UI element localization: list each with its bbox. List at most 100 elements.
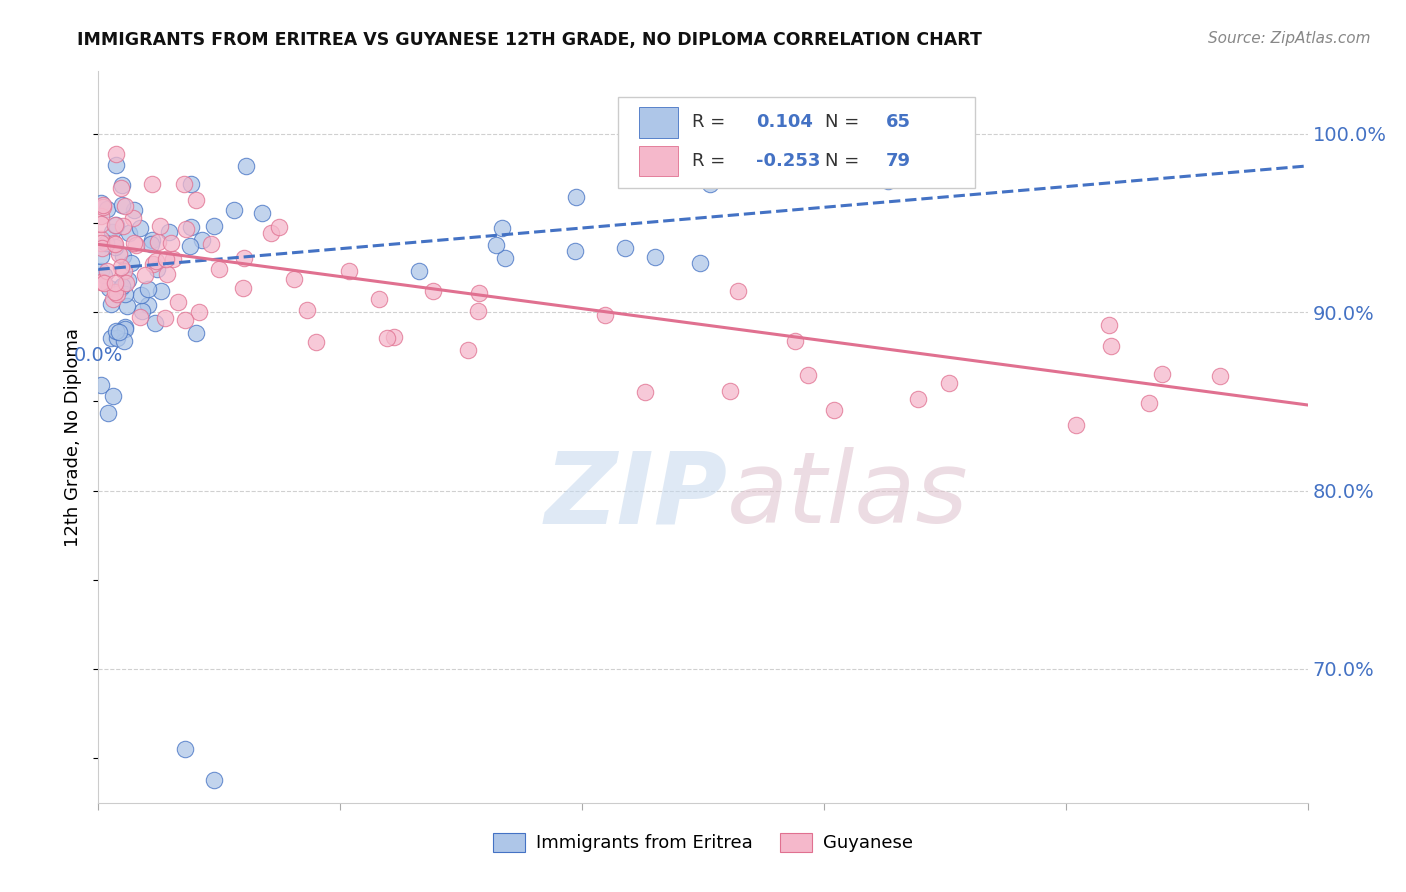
Text: 0.104: 0.104	[756, 113, 813, 131]
Point	[104, 240, 127, 254]
Point	[167, 294, 190, 309]
Point	[96, 202, 118, 216]
Point	[727, 284, 749, 298]
Point	[679, 132, 702, 146]
Point	[188, 305, 211, 319]
Point	[94, 235, 117, 250]
Point	[90, 209, 112, 223]
Point	[382, 330, 405, 344]
Point	[90, 264, 112, 278]
Point	[145, 254, 167, 268]
Text: R =: R =	[692, 113, 731, 131]
Point	[110, 260, 132, 275]
Point	[174, 222, 197, 236]
Point	[295, 303, 318, 318]
Point	[114, 321, 136, 335]
Point	[235, 159, 257, 173]
Point	[122, 203, 145, 218]
Point	[100, 330, 122, 344]
FancyBboxPatch shape	[638, 145, 678, 177]
Point	[1209, 369, 1232, 384]
Point	[595, 308, 617, 322]
Point	[117, 273, 139, 287]
Point	[156, 267, 179, 281]
Point	[134, 268, 156, 282]
Point	[105, 324, 128, 338]
Point	[304, 334, 326, 349]
Point	[142, 257, 165, 271]
Point	[564, 244, 586, 259]
Point	[233, 251, 256, 265]
Point	[180, 177, 202, 191]
Point	[111, 249, 134, 263]
Point	[150, 284, 173, 298]
Point	[153, 311, 176, 326]
Point	[115, 277, 138, 291]
Text: N =: N =	[825, 152, 865, 170]
Point	[162, 252, 184, 266]
Point	[408, 264, 430, 278]
Point	[938, 376, 960, 391]
Point	[468, 285, 491, 300]
Point	[112, 219, 135, 233]
Point	[422, 284, 444, 298]
Point	[110, 281, 132, 295]
Point	[191, 233, 214, 247]
Point	[139, 236, 162, 251]
Point	[111, 278, 134, 293]
Point	[110, 180, 132, 194]
Point	[339, 264, 361, 278]
Point	[136, 283, 159, 297]
Point	[173, 177, 195, 191]
Point	[91, 198, 114, 212]
Point	[125, 238, 148, 252]
Point	[91, 201, 114, 215]
Point	[260, 226, 283, 240]
Point	[105, 158, 128, 172]
Point	[103, 235, 125, 250]
Point	[250, 206, 273, 220]
Point	[104, 236, 127, 251]
Text: 0.0%: 0.0%	[73, 345, 124, 365]
Point	[689, 256, 711, 270]
Point	[90, 235, 112, 250]
Point	[699, 178, 721, 192]
Point	[174, 742, 197, 756]
Point	[644, 250, 666, 264]
Point	[114, 320, 136, 334]
Point	[796, 368, 818, 382]
Point	[149, 219, 172, 233]
Point	[118, 226, 141, 240]
Point	[1099, 339, 1122, 353]
Text: ZIP: ZIP	[544, 447, 727, 544]
Point	[718, 384, 741, 398]
Point	[100, 297, 122, 311]
Point	[1150, 367, 1173, 381]
Point	[204, 772, 226, 787]
Point	[90, 217, 112, 231]
Point	[115, 299, 138, 313]
Point	[93, 268, 115, 282]
Point	[104, 277, 127, 291]
Point	[122, 235, 145, 250]
Point	[90, 232, 112, 246]
Point	[90, 196, 112, 211]
Point	[1097, 318, 1119, 332]
Point	[155, 252, 177, 267]
Point	[131, 304, 153, 318]
FancyBboxPatch shape	[638, 107, 678, 137]
Point	[141, 233, 163, 247]
Point	[143, 316, 166, 330]
Text: atlas: atlas	[727, 447, 969, 544]
Point	[120, 256, 142, 270]
Point	[105, 331, 128, 345]
Point	[93, 277, 115, 291]
Point	[222, 202, 245, 217]
Point	[180, 219, 202, 234]
Point	[90, 248, 112, 262]
Point	[104, 285, 127, 299]
Point	[174, 313, 197, 327]
Point	[90, 275, 112, 289]
Point	[877, 174, 900, 188]
Point	[111, 178, 134, 193]
